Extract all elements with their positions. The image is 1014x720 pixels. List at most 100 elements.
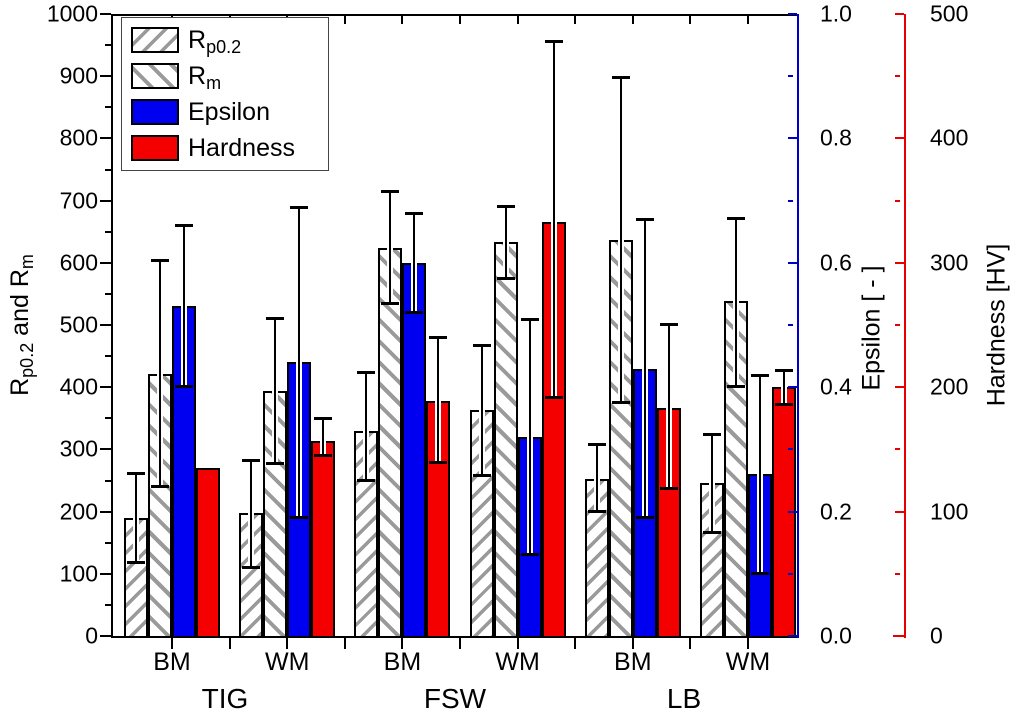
error-line-Hardness-3 — [552, 41, 555, 399]
x-group-label: BM — [383, 648, 422, 676]
epsilon-axis-major-tick — [788, 635, 797, 637]
hardness-axis-major-tick — [895, 635, 904, 637]
left-axis-tick-label: 1000 — [46, 0, 98, 27]
error-cap-bottom-Rp0.2-2 — [357, 478, 376, 482]
legend-swatch-Rp0.2 — [131, 27, 179, 53]
hardness-axis-minor-tick — [895, 324, 900, 326]
legend-label-Rm: Rm — [188, 62, 222, 94]
legend-label-subscript: p0.2 — [206, 37, 242, 58]
hardness-axis-major-tick — [895, 386, 904, 389]
left-axis-minor-tick — [105, 168, 111, 171]
left-axis-tick-label: 800 — [59, 124, 98, 151]
error-line-Rm-3 — [504, 205, 507, 279]
left-axis-minor-tick — [105, 106, 111, 109]
x-section-label: LB — [666, 683, 702, 714]
error-line-Rp0.2-5 — [711, 433, 713, 533]
error-cap-bottom-Epsilon-2 — [405, 310, 424, 314]
epsilon-axis-minor-tick — [788, 324, 793, 326]
error-cap-bottom-Epsilon-1 — [290, 515, 309, 519]
left-axis-title-subscript: p0.2 — [17, 342, 38, 378]
x-section-label: FSW — [423, 683, 487, 714]
error-cap-bottom-Hardness-1 — [314, 453, 333, 457]
error-line-Epsilon-4 — [643, 219, 646, 518]
bottom-axis-tick — [171, 638, 173, 649]
error-cap-bottom-Hardness-4 — [659, 487, 678, 491]
error-cap-bottom-Hardness-5 — [775, 402, 793, 406]
error-cap-bottom-Rm-1 — [266, 461, 285, 465]
left-axis-major-tick — [100, 324, 111, 326]
bottom-axis-tick — [286, 638, 289, 649]
error-cap-top-Epsilon-3 — [520, 317, 539, 321]
error-cap-top-Rm-3 — [496, 204, 515, 208]
hardness-axis-minor-tick — [895, 199, 900, 202]
error-line-Rp0.2-3 — [480, 344, 483, 476]
left-axis-major-tick — [100, 510, 111, 513]
left-axis-tick-label: 600 — [59, 249, 98, 276]
hardness-axis-major-tick — [895, 261, 904, 264]
left-axis-major-tick — [100, 199, 111, 202]
error-line-Rp0.2-4 — [595, 444, 598, 512]
hardness-axis-tick-label: 400 — [930, 124, 969, 151]
epsilon-axis-minor-tick — [788, 75, 793, 78]
legend-swatch-Hardness — [131, 135, 179, 161]
left-axis-tick-label: 900 — [59, 62, 98, 89]
left-axis-tick-label: 400 — [59, 373, 98, 400]
error-cap-top-Rp0.2-0 — [127, 472, 145, 476]
hardness-axis-major-tick — [895, 137, 904, 140]
epsilon-axis-minor-tick — [788, 448, 793, 451]
bottom-axis-tick — [574, 638, 577, 649]
bar-Hardness-0 — [196, 468, 220, 638]
error-cap-bottom-Rp0.2-0 — [127, 560, 145, 564]
top-axis-line — [111, 14, 797, 16]
hardness-axis-minor-tick — [895, 75, 900, 78]
epsilon-axis-major-tick — [788, 261, 797, 264]
legend-swatch-Rm — [131, 63, 179, 89]
epsilon-axis-tick-label: 0.4 — [820, 373, 852, 400]
error-cap-top-Rm-4 — [611, 76, 630, 80]
hardness-axis-tick-label: 100 — [930, 498, 969, 525]
error-cap-top-Hardness-1 — [314, 417, 333, 421]
left-axis-major-tick — [100, 261, 111, 264]
error-line-Rp0.2-1 — [250, 459, 253, 568]
left-axis-tick-label: 700 — [59, 187, 98, 214]
error-line-Epsilon-2 — [413, 213, 416, 313]
left-axis-major-tick — [100, 386, 111, 389]
top-axis-tick — [516, 16, 519, 24]
error-cap-top-Epsilon-4 — [635, 218, 654, 222]
error-cap-bottom-Rm-4 — [611, 401, 630, 405]
error-cap-top-Rp0.2-4 — [587, 443, 606, 447]
bottom-axis-tick — [459, 638, 461, 649]
x-group-label: BM — [614, 648, 652, 676]
error-cap-top-Hardness-4 — [659, 322, 678, 326]
error-cap-top-Epsilon-1 — [290, 205, 309, 209]
error-cap-bottom-Hardness-2 — [429, 461, 448, 465]
epsilon-axis-major-tick — [788, 13, 797, 15]
epsilon-axis-major-tick — [788, 510, 797, 513]
error-cap-top-Epsilon-0 — [175, 224, 193, 228]
epsilon-axis-tick-label: 0.6 — [820, 249, 852, 276]
left-axis-tick-label: 300 — [59, 435, 98, 462]
x-group-label: WM — [495, 648, 540, 676]
error-cap-top-Epsilon-5 — [751, 373, 769, 377]
left-axis-minor-tick — [105, 541, 111, 544]
top-axis-tick — [401, 16, 404, 24]
bottom-axis-tick — [343, 638, 346, 649]
error-cap-top-Rm-2 — [381, 189, 400, 193]
error-cap-top-Rp0.2-2 — [357, 371, 376, 375]
left-axis-major-tick — [100, 13, 111, 15]
hardness-axis-major-tick — [895, 13, 904, 15]
bottom-axis-tick — [689, 638, 692, 649]
hardness-axis-tick-label: 500 — [930, 0, 969, 27]
left-axis-minor-tick — [105, 292, 111, 295]
error-cap-top-Rp0.2-5 — [703, 432, 721, 436]
left-axis-major-tick — [100, 635, 111, 637]
bar-Rm-3 — [493, 242, 518, 638]
top-axis-tick — [689, 16, 692, 24]
epsilon-axis-major-tick — [788, 137, 797, 140]
left-axis-major-tick — [100, 572, 111, 575]
epsilon-axis-tick-label: 0.2 — [820, 498, 852, 525]
error-cap-bottom-Epsilon-4 — [635, 515, 654, 519]
error-cap-bottom-Epsilon-0 — [175, 385, 193, 389]
bottom-axis-tick — [631, 638, 634, 649]
